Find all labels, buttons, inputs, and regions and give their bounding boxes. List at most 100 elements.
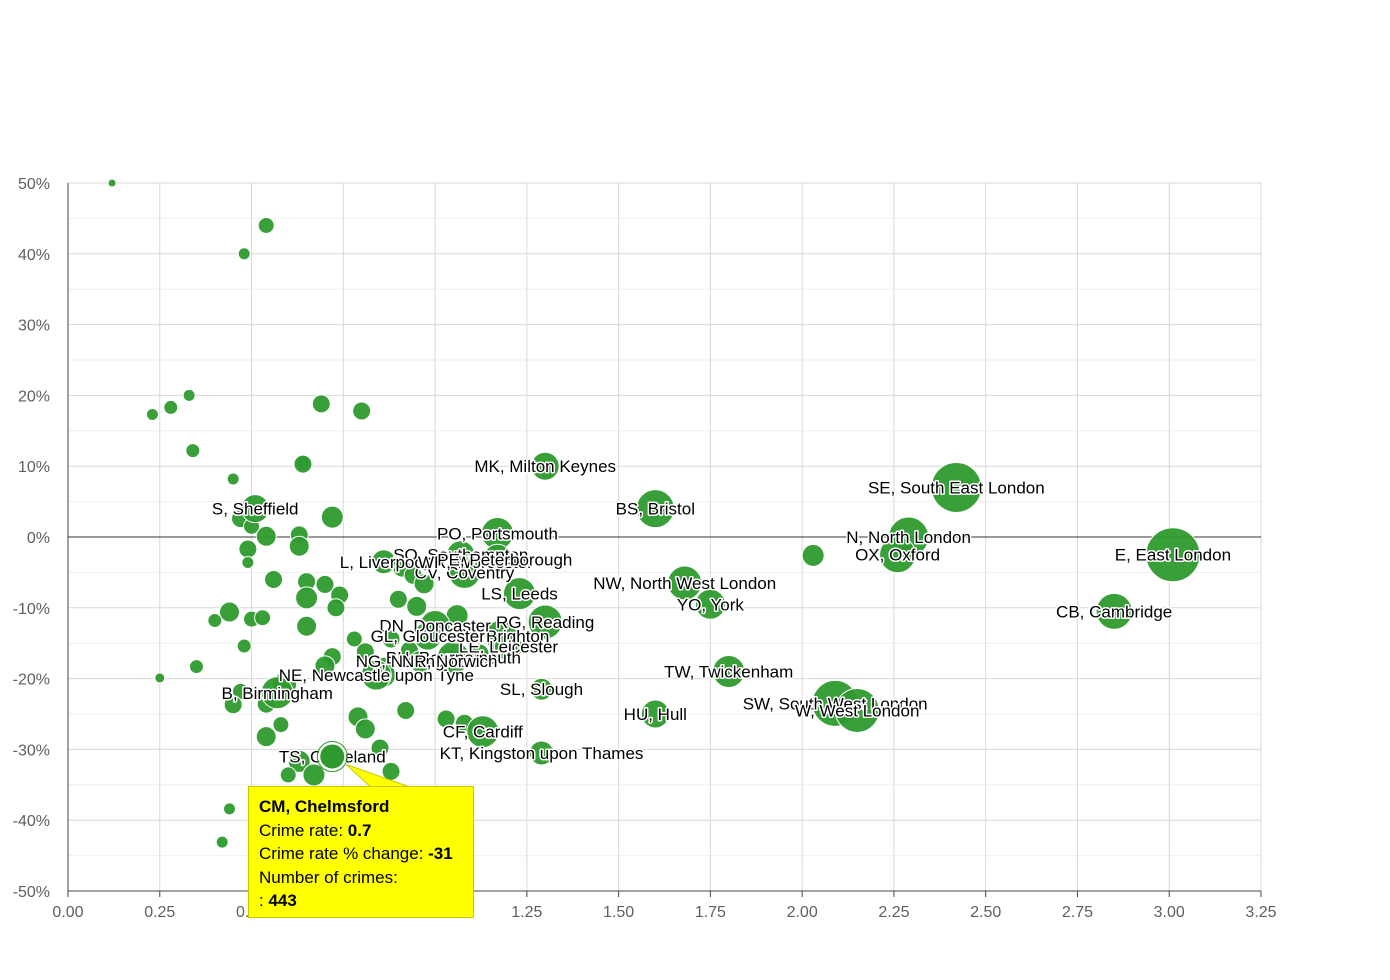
- bubble-point[interactable]: [388, 589, 408, 609]
- bubble-point[interactable]: [255, 726, 277, 748]
- bubble-point[interactable]: [237, 247, 251, 261]
- bubble-point[interactable]: [345, 630, 363, 648]
- bubble-label: BS, Bristol: [616, 500, 695, 519]
- bubble-label: NE, Newcastle upon Tyne: [279, 666, 474, 685]
- bubble-point[interactable]: [223, 802, 237, 816]
- bubble-point[interactable]: [279, 766, 297, 784]
- bubble-point[interactable]: [527, 604, 563, 640]
- bubble-point[interactable]: [145, 408, 159, 422]
- y-tick-label: -50%: [13, 884, 50, 901]
- bubble-point[interactable]: [413, 573, 435, 595]
- bubble-point[interactable]: [493, 632, 523, 662]
- bubble-point[interactable]: [188, 659, 204, 675]
- bubble-point[interactable]: [406, 595, 428, 617]
- bubble-point[interactable]: [107, 178, 117, 188]
- bubble-label: KT, Kingston upon Thames: [440, 744, 644, 763]
- bubble-point[interactable]: [163, 399, 179, 415]
- hovered-point[interactable]: [318, 742, 347, 771]
- bubble-point[interactable]: [834, 687, 880, 733]
- tooltip-change-label: Crime rate % change:: [259, 844, 429, 863]
- x-tick-label: 2.25: [878, 904, 909, 921]
- tooltip-rate-label: Crime rate:: [259, 820, 348, 840]
- bubble-point[interactable]: [381, 629, 401, 649]
- bubble-label: WR, Worcester: [418, 553, 533, 572]
- bubble-point[interactable]: [396, 700, 416, 720]
- bubble-point[interactable]: [635, 489, 675, 529]
- bubble-label: YO, York: [677, 595, 745, 614]
- bubble-point[interactable]: [326, 598, 346, 618]
- bubble-point[interactable]: [503, 577, 537, 611]
- tooltip-count-label: Number of crimes:: [259, 867, 398, 887]
- bubble-point[interactable]: [801, 543, 825, 567]
- tooltip-change-value: -31: [428, 844, 453, 863]
- bubble-point[interactable]: [314, 655, 336, 677]
- bubble-point[interactable]: [154, 672, 166, 684]
- bubble-point[interactable]: [254, 609, 272, 627]
- bubble-point[interactable]: [293, 454, 313, 474]
- bubble-point[interactable]: [240, 494, 270, 524]
- bubble-point[interactable]: [182, 388, 196, 402]
- bubble-point[interactable]: [466, 715, 500, 749]
- bubble-point[interactable]: [712, 655, 746, 689]
- bubble-point[interactable]: [530, 677, 554, 701]
- bubble-point[interactable]: [879, 536, 917, 574]
- y-tick-label: -10%: [13, 601, 50, 618]
- y-tick-label: 0%: [27, 530, 50, 547]
- bubble-point[interactable]: [530, 451, 560, 481]
- bubble-point[interactable]: [315, 574, 335, 594]
- bubble-point[interactable]: [207, 613, 223, 629]
- bubble-point[interactable]: [482, 543, 512, 573]
- bubble-point[interactable]: [238, 539, 258, 559]
- bubble-point[interactable]: [320, 505, 344, 529]
- bubble-label: SE, South East London: [868, 478, 1045, 497]
- bubble-point[interactable]: [311, 394, 331, 414]
- bubble-point[interactable]: [296, 615, 318, 637]
- bubble-point[interactable]: [667, 565, 703, 601]
- bubble-point[interactable]: [529, 740, 555, 766]
- bubble-label: N, North London: [846, 528, 971, 547]
- bubble-point[interactable]: [302, 763, 326, 787]
- y-tick-label: 50%: [18, 176, 50, 193]
- tooltip-change-row: Crime rate % change: -31: [259, 842, 463, 866]
- bubble-label: B, Birmingham: [221, 684, 332, 703]
- bubble-point[interactable]: [264, 569, 284, 589]
- bubble-label: DN, Doncaster: [379, 617, 491, 636]
- bubble-point[interactable]: [236, 638, 252, 654]
- bubble-point[interactable]: [1095, 592, 1133, 630]
- bubble-point[interactable]: [694, 588, 726, 620]
- bubble-point[interactable]: [288, 535, 310, 557]
- bubble-point[interactable]: [930, 461, 982, 513]
- bubble-point[interactable]: [257, 216, 275, 234]
- bubble-point[interactable]: [436, 709, 456, 729]
- bubble-point[interactable]: [355, 642, 375, 662]
- bubble-label: CF, Cardiff: [443, 723, 523, 742]
- bubble-point[interactable]: [408, 650, 432, 674]
- bubble-point[interactable]: [640, 699, 670, 729]
- bubble-point[interactable]: [413, 621, 443, 651]
- bubble-point[interactable]: [436, 640, 470, 674]
- bubble-point[interactable]: [272, 716, 290, 734]
- bubble-point[interactable]: [260, 676, 294, 710]
- bubble-point[interactable]: [295, 586, 319, 610]
- y-tick-label: 20%: [18, 388, 50, 405]
- bubble-point[interactable]: [219, 601, 241, 623]
- bubble-point[interactable]: [354, 718, 376, 740]
- bubble-point[interactable]: [241, 555, 255, 569]
- bubble-point[interactable]: [223, 695, 243, 715]
- x-tick-label: 1.50: [603, 904, 634, 921]
- bubble-point[interactable]: [352, 401, 372, 421]
- bubble-point[interactable]: [370, 738, 390, 758]
- bubble-point[interactable]: [226, 472, 240, 486]
- bubble-point[interactable]: [255, 525, 277, 547]
- bubble-point[interactable]: [447, 555, 481, 589]
- bubble-label: BN, Brighton: [453, 627, 549, 646]
- bubble-point[interactable]: [1145, 527, 1201, 583]
- bubble-point[interactable]: [360, 659, 392, 691]
- bubble-label: E, East London: [1115, 546, 1231, 565]
- bubble-point[interactable]: [215, 835, 229, 849]
- bubble-point[interactable]: [287, 749, 311, 773]
- bubble-point[interactable]: [185, 443, 201, 459]
- bubble-point[interactable]: [371, 549, 397, 575]
- bubble-label: SL, Slough: [500, 680, 583, 699]
